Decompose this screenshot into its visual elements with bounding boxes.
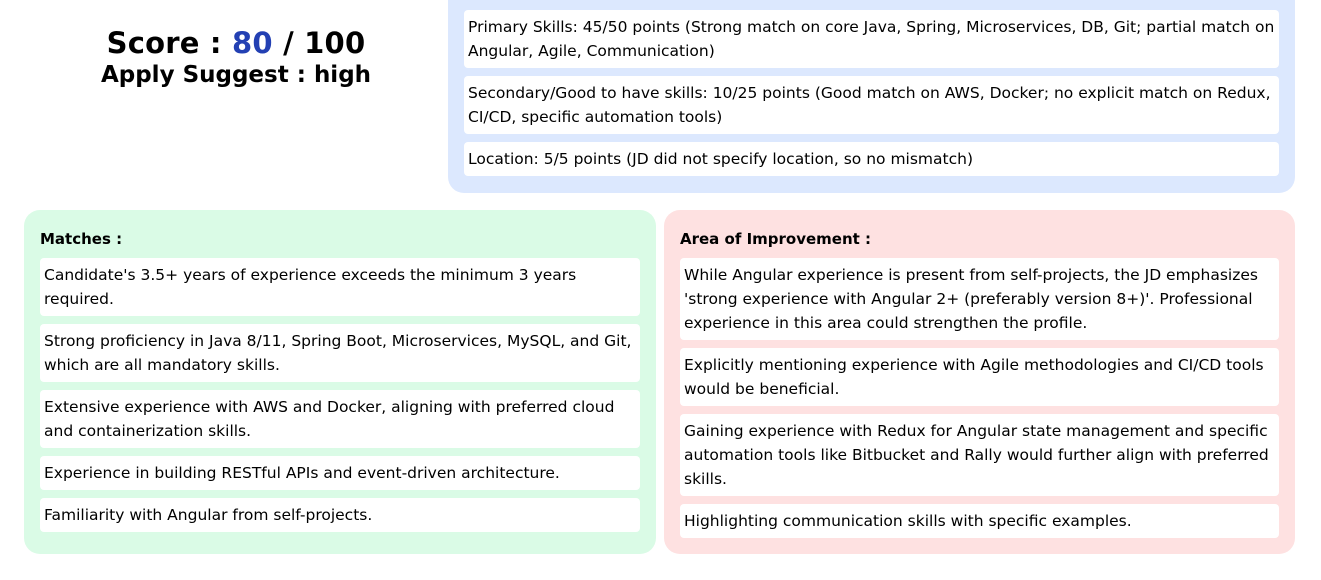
improvement-item: While Angular experience is present from…: [680, 258, 1279, 340]
apply-suggest: Apply Suggest : high: [0, 60, 472, 90]
match-item: Extensive experience with AWS and Docker…: [40, 390, 640, 448]
improvement-panel: Area of Improvement : While Angular expe…: [664, 210, 1295, 554]
apply-label: Apply Suggest :: [100, 62, 306, 88]
score-total: / 100: [283, 26, 366, 60]
match-item: Strong proficiency in Java 8/11, Spring …: [40, 324, 640, 382]
matches-panel: Matches : Candidate's 3.5+ years of expe…: [24, 210, 656, 554]
improvement-title: Area of Improvement :: [680, 230, 872, 248]
improvement-item: Highlighting communication skills with s…: [680, 504, 1279, 538]
breakdown-item: Secondary/Good to have skills: 10/25 poi…: [464, 76, 1279, 134]
match-item: Familiarity with Angular from self-proje…: [40, 498, 640, 532]
score-breakdown-panel: Primary Skills: 45/50 points (Strong mat…: [448, 0, 1295, 193]
improvement-item: Gaining experience with Redux for Angula…: [680, 414, 1279, 496]
improvement-item: Explicitly mentioning experience with Ag…: [680, 348, 1279, 406]
score-value: 80: [232, 26, 273, 60]
matches-title: Matches :: [40, 230, 123, 248]
score-heading: Score : 80 / 100: [0, 24, 472, 62]
apply-value: high: [313, 62, 372, 88]
score-label: Score :: [106, 26, 222, 60]
breakdown-item: Location: 5/5 points (JD did not specify…: [464, 142, 1279, 176]
match-item: Candidate's 3.5+ years of experience exc…: [40, 258, 640, 316]
match-item: Experience in building RESTful APIs and …: [40, 456, 640, 490]
breakdown-item: Primary Skills: 45/50 points (Strong mat…: [464, 10, 1279, 68]
score-summary: Score : 80 / 100 Apply Suggest : high: [0, 24, 472, 90]
